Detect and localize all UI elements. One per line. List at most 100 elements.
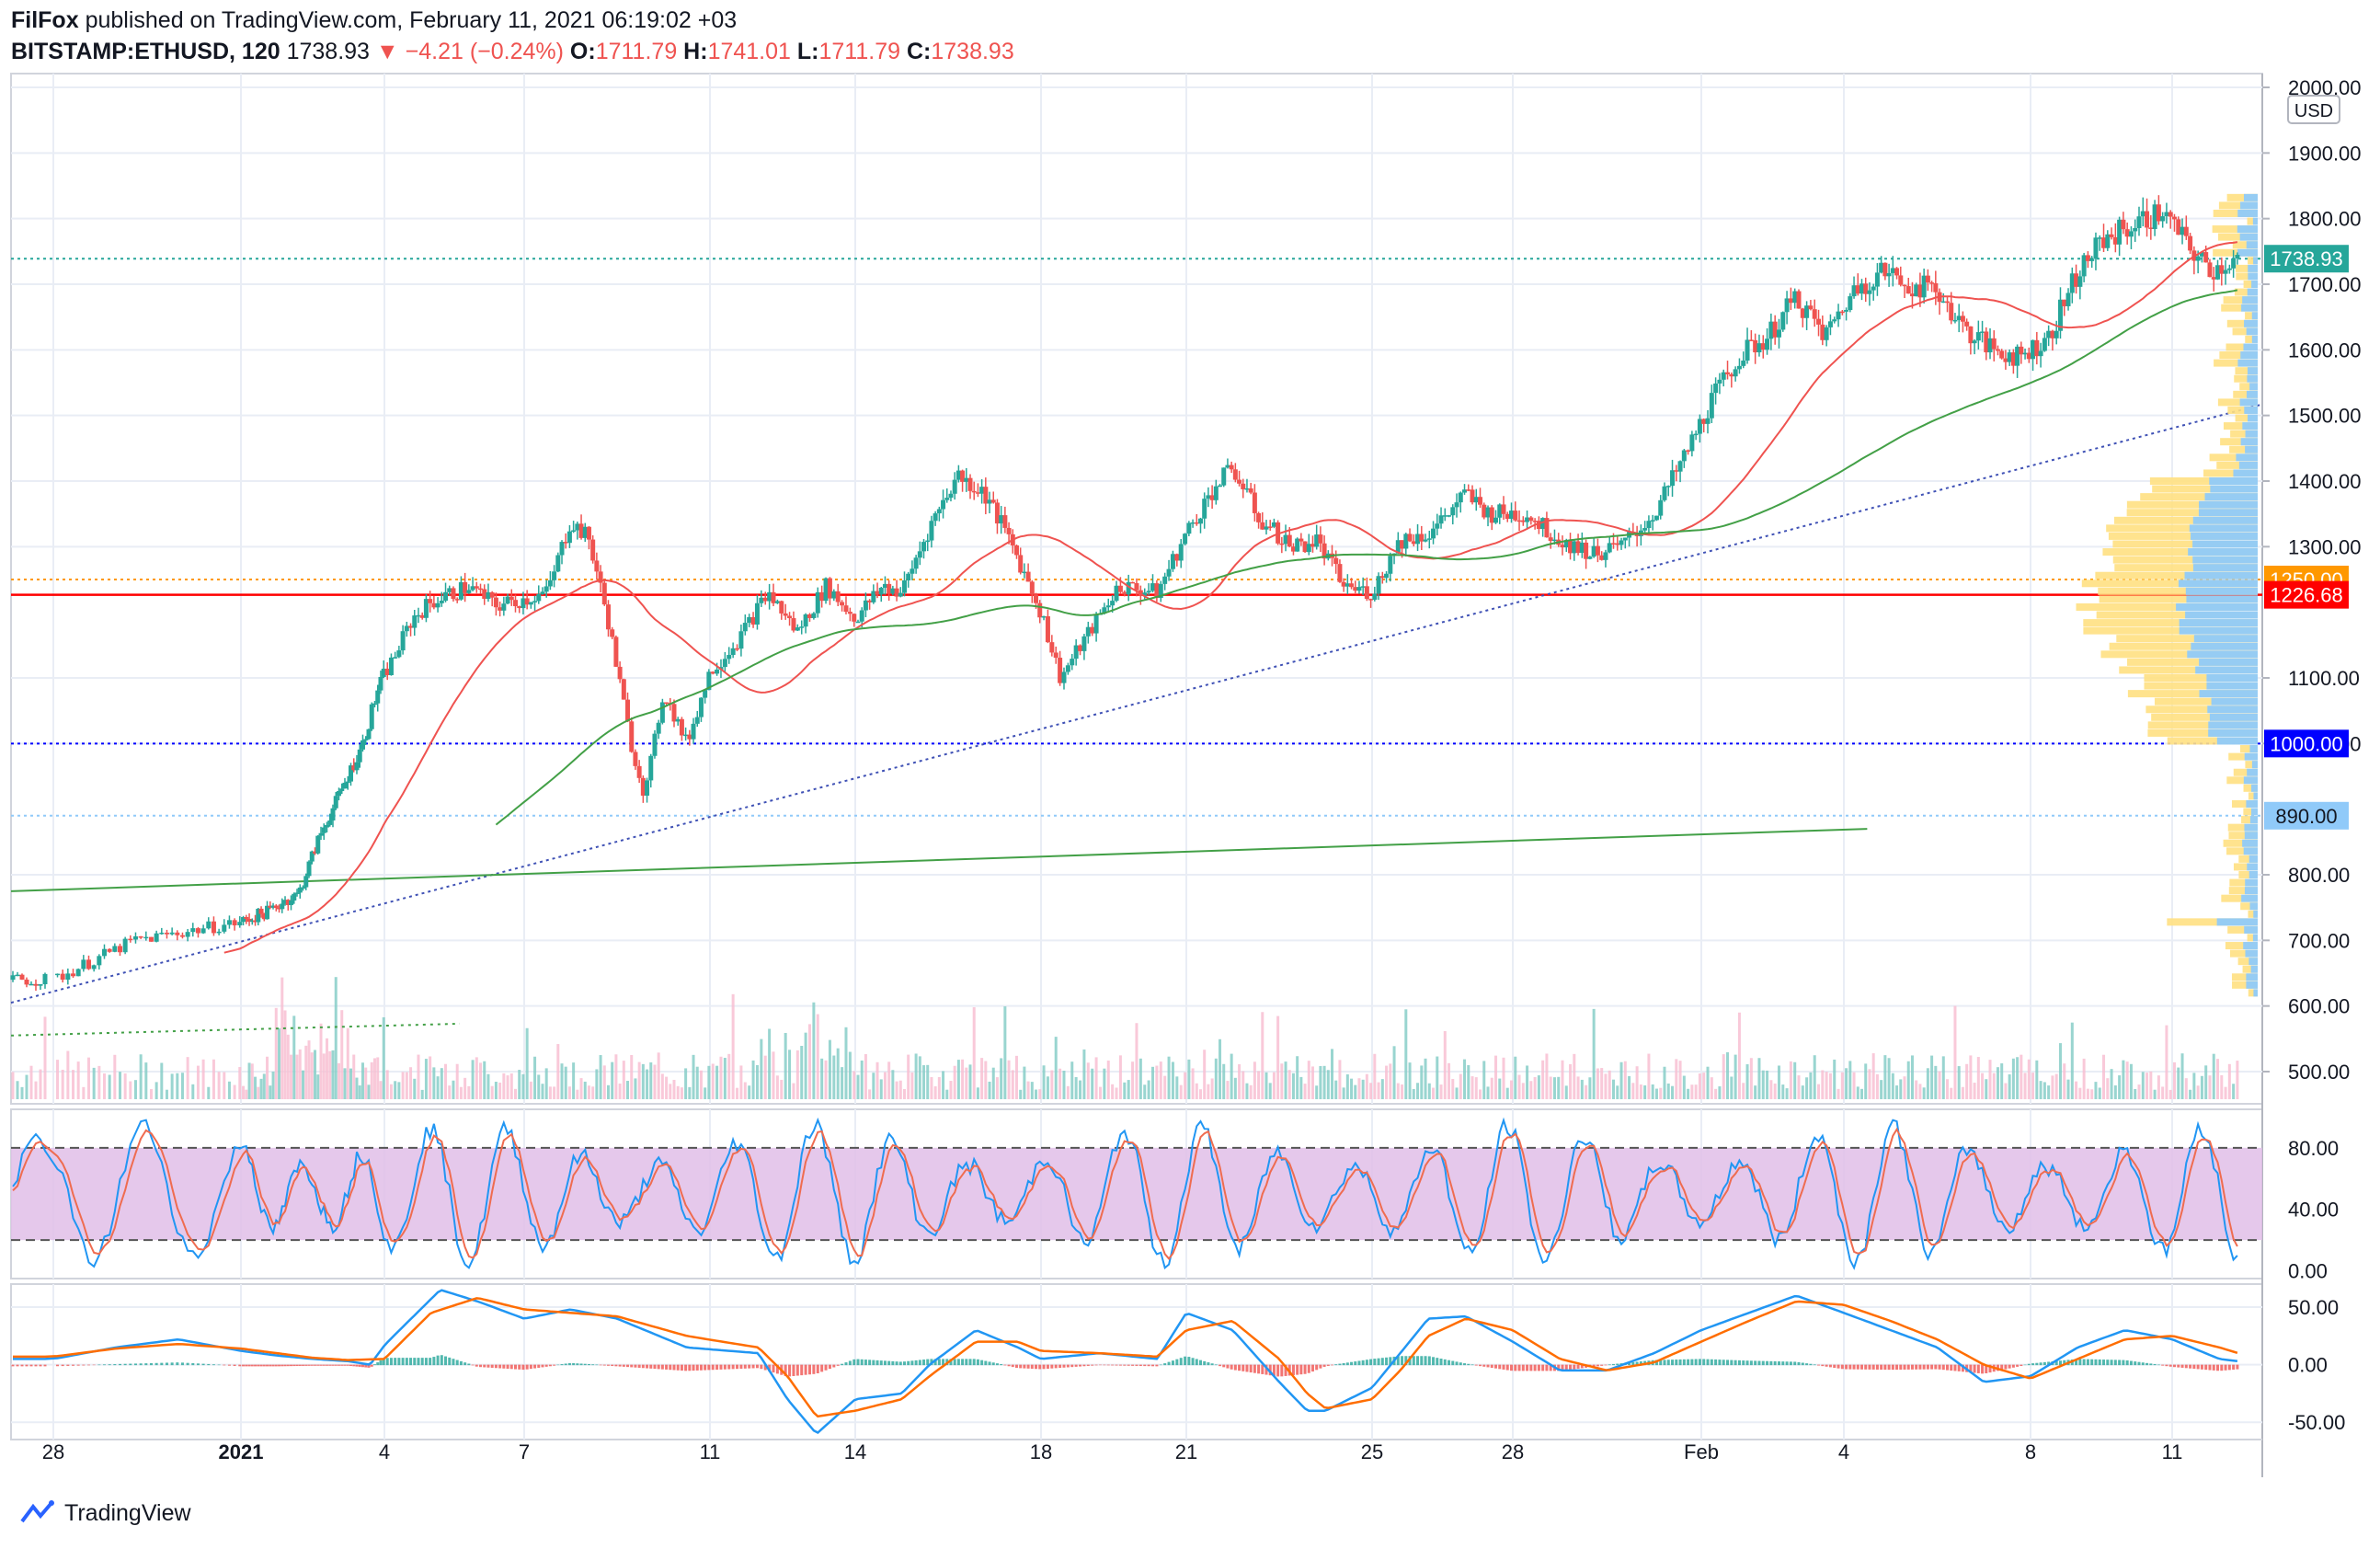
volume-bar: [2020, 1054, 2023, 1099]
macd-histogram-bar: [160, 1362, 164, 1366]
volume-profile-bar: [2185, 587, 2258, 595]
volume-bar: [1785, 1088, 1789, 1099]
macd-histogram-bar: [751, 1364, 755, 1369]
stochastic-band: [11, 1147, 2262, 1241]
volume-profile-bar: [2198, 509, 2258, 517]
macd-histogram-bar: [529, 1364, 532, 1370]
volume-profile-bar: [2239, 383, 2258, 391]
macd-histogram-bar: [1840, 1364, 1844, 1370]
candle-body: [1093, 614, 1099, 634]
macd-histogram-bar: [914, 1360, 918, 1366]
candle-body: [1411, 541, 1416, 545]
volume-profile-bar: [2186, 595, 2258, 603]
volume-bar: [1860, 1088, 1864, 1099]
candle-body: [280, 903, 285, 910]
volume-profile-bar: [2176, 602, 2258, 611]
volume-bar: [525, 1027, 529, 1099]
volume-bar: [401, 1072, 405, 1099]
volume-profile-bar: [2193, 635, 2258, 643]
volume-bar: [102, 1073, 106, 1099]
volume-bar: [1761, 1070, 1765, 1099]
candle-body: [1349, 583, 1355, 588]
candle-body: [1520, 520, 1526, 522]
trendline: [10, 1022, 461, 1037]
macd-histogram-bar: [1801, 1362, 1804, 1366]
volume-bar: [2196, 1085, 2200, 1099]
candle-body: [779, 601, 784, 614]
volume-bar: [1238, 1064, 1241, 1099]
volume-profile-bar: [2220, 438, 2258, 446]
macd-histogram-bar: [72, 1364, 75, 1366]
candle-body: [1006, 527, 1012, 534]
candle-body: [1548, 537, 1553, 541]
volume-bar: [483, 1061, 486, 1099]
volume-bar: [1322, 1065, 1326, 1099]
volume-bar: [1922, 1087, 1926, 1099]
volume-bar: [812, 1002, 816, 1099]
volume-bar: [832, 1055, 836, 1099]
macd-histogram-bar: [1941, 1364, 1945, 1371]
macd-histogram-bar: [727, 1364, 731, 1370]
volume-bar: [1167, 1056, 1171, 1099]
macd-histogram-bar: [1054, 1364, 1058, 1369]
candle-body: [2188, 235, 2193, 251]
macd-histogram-bar: [1103, 1364, 1106, 1366]
volume-bar: [290, 1054, 293, 1099]
macd-histogram-bar: [1451, 1360, 1455, 1366]
macd-histogram-bar: [1785, 1361, 1789, 1366]
macd-histogram-bar: [684, 1364, 688, 1371]
volume-bar: [1261, 1012, 1264, 1099]
volume-bar: [1219, 1038, 1222, 1099]
volume-bar: [711, 1063, 715, 1099]
volume-bar: [1439, 1084, 1443, 1099]
candle-body: [159, 932, 165, 935]
candle-body: [1122, 591, 1127, 595]
volume-bar: [1953, 1005, 1957, 1099]
candle-body: [333, 796, 338, 809]
volume-profile-bar: [2191, 642, 2258, 650]
volume-bar: [792, 1083, 795, 1099]
macd-histogram-bar: [587, 1363, 590, 1366]
candle-body: [1049, 642, 1055, 653]
volume-bar: [1965, 1063, 1969, 1099]
macd-histogram-bar: [824, 1364, 828, 1371]
macd-histogram-bar: [715, 1364, 719, 1371]
candle-body: [738, 631, 744, 649]
macd-histogram-bar: [2042, 1361, 2046, 1366]
volume-profile-bar: [2102, 548, 2258, 556]
candle-body: [2089, 258, 2095, 261]
macd-histogram-bar: [2180, 1364, 2184, 1368]
macd-histogram-bar: [1159, 1364, 1162, 1366]
volume-bar: [292, 1015, 296, 1099]
volume-bar: [634, 1078, 637, 1099]
candle-body: [1183, 534, 1188, 545]
volume-bar: [544, 1068, 548, 1099]
volume-bar: [1631, 1083, 1635, 1099]
volume-bar: [43, 1016, 47, 1099]
candle-body: [964, 477, 969, 482]
volume-bar: [257, 1086, 260, 1099]
volume-bar: [1354, 1084, 1357, 1099]
macd-histogram-bar: [1261, 1364, 1264, 1374]
candle-body: [2010, 352, 2016, 366]
macd-histogram-bar: [1195, 1359, 1198, 1366]
macd-histogram-bar: [1576, 1364, 1580, 1369]
macd-histogram-bar: [247, 1364, 251, 1367]
currency-box: [2287, 95, 2340, 124]
candle-body: [1458, 492, 1463, 503]
macd-histogram-bar: [1906, 1364, 1910, 1370]
tradingview-cloud-icon: [20, 1500, 54, 1523]
candle-body: [24, 979, 29, 985]
candle-body: [625, 699, 631, 722]
price-pane: [10, 193, 2263, 1099]
volume-bar: [502, 1073, 506, 1099]
volume-profile-bar: [2207, 706, 2258, 714]
volume-bar: [2220, 1074, 2224, 1099]
macd-histogram-bar: [1179, 1358, 1183, 1366]
tradingview-logo[interactable]: TradingView: [17, 1499, 191, 1527]
candle-body: [1964, 321, 1970, 327]
macd-histogram-bar: [953, 1359, 956, 1366]
candle-body: [1485, 507, 1491, 518]
volume-profile-bar: [2114, 564, 2258, 572]
